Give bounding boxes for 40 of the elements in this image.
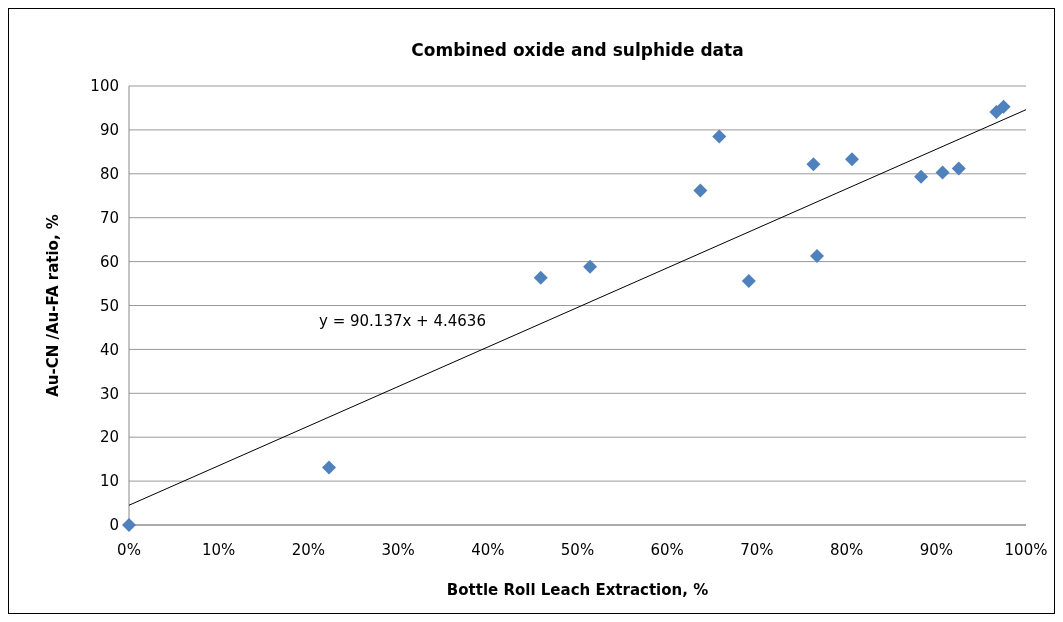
x-tick-label: 90% — [919, 541, 953, 559]
x-tick-label: 20% — [291, 541, 326, 559]
x-tick-label: 50% — [560, 541, 595, 559]
point — [583, 259, 598, 274]
point — [935, 165, 950, 180]
x-tick-label: 80% — [829, 541, 864, 559]
y-tick-label: 100 — [90, 77, 119, 96]
y-tick-label: 0 — [109, 516, 119, 535]
x-tick-label: 60% — [650, 541, 684, 559]
point — [712, 129, 727, 144]
x-tick-label: 70% — [740, 541, 774, 559]
point — [533, 270, 548, 285]
y-tick-label: 50 — [99, 296, 119, 315]
point — [122, 518, 136, 532]
point — [693, 183, 708, 198]
y-tick-label: 10 — [99, 472, 119, 491]
point — [806, 157, 821, 172]
y-tick-label: 20 — [99, 428, 119, 447]
point — [322, 460, 337, 475]
chart-title: Combined oxide and sulphide data — [411, 40, 744, 60]
point — [951, 161, 966, 176]
x-tick-label: 0% — [117, 541, 141, 559]
point — [741, 273, 756, 288]
x-axis-title: Bottle Roll Leach Extraction, % — [446, 581, 709, 599]
x-tick-label: 30% — [381, 541, 415, 559]
y-tick-label: 40 — [99, 340, 119, 359]
x-tick-label: 100% — [1004, 541, 1048, 559]
point — [996, 99, 1011, 114]
y-axis-title: Au-CN /Au-FA ratio, % — [44, 214, 62, 397]
y-tick-label: 80 — [99, 165, 119, 184]
y-tick-label: 60 — [99, 252, 119, 271]
y-tick-label: 70 — [99, 208, 119, 227]
x-tick-label: 10% — [202, 541, 236, 559]
y-tick-label: 90 — [99, 121, 119, 140]
x-tick-label: 40% — [471, 541, 505, 559]
point — [914, 169, 929, 184]
point — [810, 248, 824, 263]
point — [844, 152, 859, 167]
annotation: y = 90.137x + 4.4636 — [319, 312, 486, 330]
y-tick-label: 30 — [99, 384, 119, 403]
